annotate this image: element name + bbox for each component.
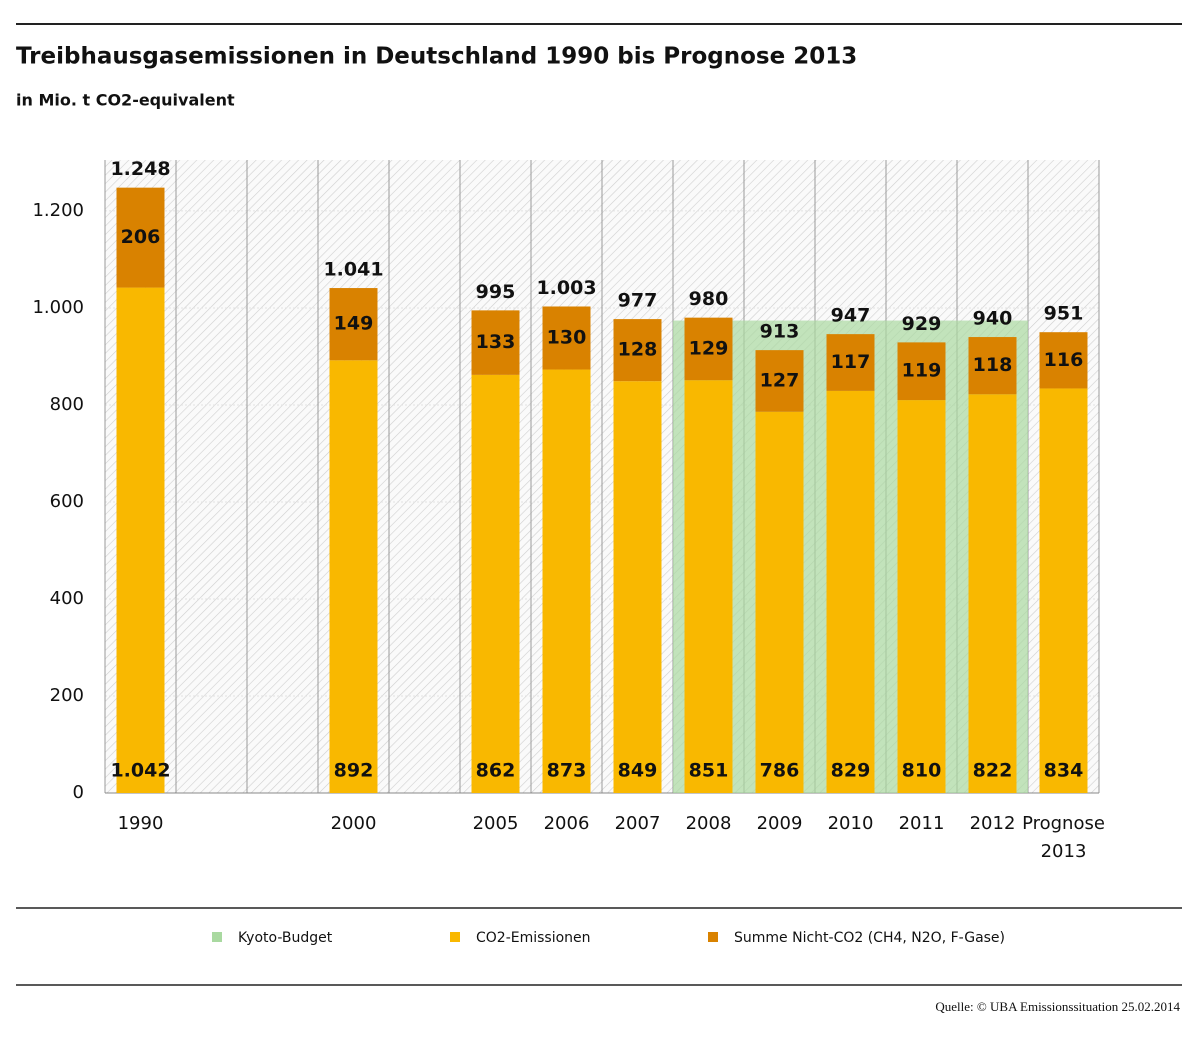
x-tick-label: 2006 [544,813,590,834]
legend-swatch [212,932,222,942]
x-tick-label: 1990 [118,813,164,834]
bar-segment [755,350,804,412]
bar-segment [542,369,591,793]
value-label: 849 [618,760,658,782]
y-tick-label: 1.000 [32,297,84,318]
x-tick-label: 2009 [757,813,803,834]
legend-label: Summe Nicht-CO2 (CH4, N2O, F-Gase) [734,930,1005,946]
bar-segment [897,342,946,401]
x-tick-label: 2010 [828,813,874,834]
value-label: 119 [902,360,942,382]
bar-segment [329,360,378,793]
legend-swatch [708,932,718,942]
bar-segment [613,381,662,793]
legend-swatch [450,932,460,942]
total-label: 1.003 [536,277,596,299]
bar-segment [897,400,946,793]
y-tick-label: 400 [50,588,84,609]
value-label: 851 [689,760,729,782]
legend: Kyoto-Budget CO2-Emissionen Summe Nicht-CO… [212,930,1005,946]
total-label: 929 [902,313,942,335]
total-label: 947 [831,305,871,327]
value-label: 117 [831,351,871,373]
total-label: 913 [760,321,800,343]
chart-subtitle: in Mio. t CO2-equivalent [16,91,235,110]
bar-segment [613,319,662,382]
bar-segment [542,306,591,370]
x-tick-label: 2012 [970,813,1016,834]
x-tick-label: Prognose 2013 [1022,813,1105,862]
legend-label: CO2-Emissionen [476,930,591,946]
plot: 0 200 400 600 800 1.000 1.200 1.042 206 1.248 892 1… [32,158,1104,862]
total-label: 940 [973,308,1013,330]
chart-title: Treibhausgasemissionen in Deutschland 19… [16,44,857,70]
value-label: 892 [334,760,374,782]
bar-segment [826,390,875,793]
x-tick-label: 2000 [331,813,377,834]
bar-segment [684,380,733,793]
x-tick-label: 2005 [473,813,519,834]
y-tick-label: 800 [50,394,84,415]
value-label: 128 [618,339,658,361]
value-label: 822 [973,760,1013,782]
value-label: 133 [476,331,516,353]
x-tick-label: 2011 [899,813,945,834]
value-label: 862 [476,760,516,782]
value-label: 116 [1044,349,1084,371]
bar-segment [968,394,1017,793]
x-tick-label: 2008 [686,813,732,834]
total-label: 980 [689,288,729,310]
y-tick-label: 0 [73,782,84,803]
y-tick-label: 200 [50,685,84,706]
bar-segment [116,287,165,793]
bar-segment [329,288,378,361]
value-label: 149 [334,313,374,335]
value-label: 786 [760,760,800,782]
bar-segment [471,374,520,793]
bar-segment [1039,388,1088,793]
bar-segment [471,310,520,375]
value-label: 873 [547,760,587,782]
value-label: 129 [689,337,729,359]
legend-label: Kyoto-Budget [238,930,333,946]
value-label: 127 [760,369,800,391]
value-label: 810 [902,760,942,782]
bar-segment [1039,332,1088,389]
value-label: 834 [1044,760,1084,782]
value-label: 829 [831,760,871,782]
value-label: 118 [973,354,1013,376]
bar-segment [116,187,165,288]
y-tick-label: 600 [50,491,84,512]
source: Quelle: © UBA Emissionssituation 25.02.2… [935,999,1180,1014]
total-label: 995 [476,281,516,303]
y-tick-label: 1.200 [32,200,84,221]
value-label: 130 [547,327,587,349]
value-label: 206 [121,226,161,248]
total-label: 977 [618,290,658,312]
total-label: 1.248 [110,158,170,180]
bar-segment [826,334,875,391]
x-tick-label: 2007 [615,813,661,834]
bar-segment [755,411,804,793]
total-label: 1.041 [323,259,383,281]
bar-segment [684,317,733,381]
value-label: 1.042 [110,760,170,782]
bar-segment [968,337,1017,395]
total-label: 951 [1044,303,1084,325]
